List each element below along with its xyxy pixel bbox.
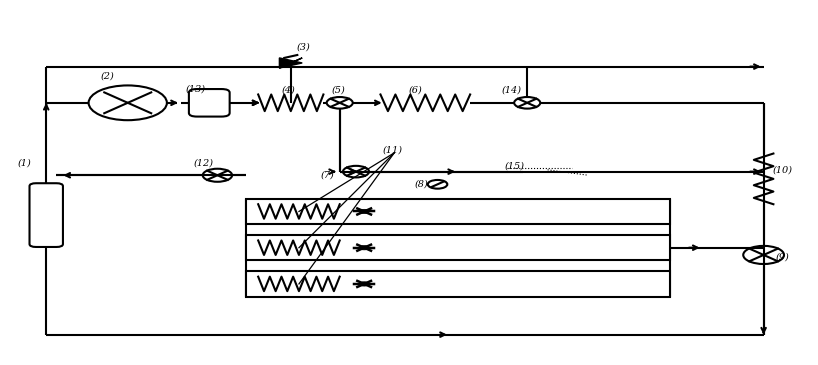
Text: (11): (11) xyxy=(383,145,402,154)
Text: (10): (10) xyxy=(772,165,793,174)
Text: (2): (2) xyxy=(101,71,115,80)
Text: (7): (7) xyxy=(321,171,335,180)
Circle shape xyxy=(359,282,369,286)
Text: (14): (14) xyxy=(501,86,522,95)
Text: (1): (1) xyxy=(17,158,31,167)
Bar xyxy=(246,199,670,224)
Circle shape xyxy=(359,209,369,214)
Text: (6): (6) xyxy=(409,86,422,95)
Text: (12): (12) xyxy=(194,158,213,167)
Polygon shape xyxy=(280,58,302,68)
Text: (8): (8) xyxy=(415,180,428,189)
Bar xyxy=(246,235,670,260)
Text: (13): (13) xyxy=(186,85,205,93)
Text: (15): (15) xyxy=(505,162,525,171)
FancyBboxPatch shape xyxy=(189,89,230,116)
Circle shape xyxy=(428,180,447,189)
Text: (9): (9) xyxy=(775,252,789,261)
Bar xyxy=(246,271,670,297)
FancyBboxPatch shape xyxy=(29,183,63,247)
Text: (3): (3) xyxy=(296,42,310,51)
Text: (4): (4) xyxy=(281,86,295,95)
Circle shape xyxy=(359,246,369,250)
Text: (5): (5) xyxy=(331,86,345,95)
Circle shape xyxy=(88,85,167,120)
